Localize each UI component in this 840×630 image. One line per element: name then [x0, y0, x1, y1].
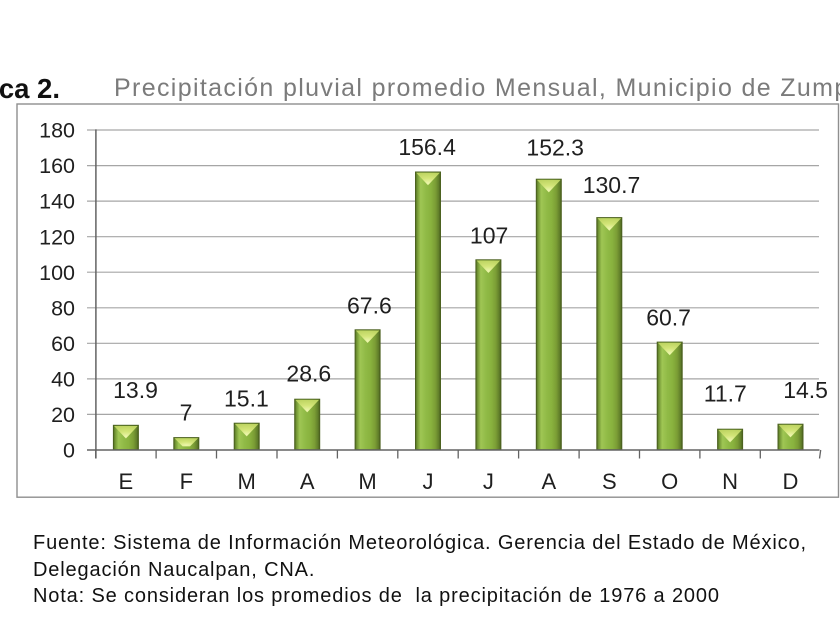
- svg-text:E: E: [119, 469, 134, 494]
- svg-text:28.6: 28.6: [286, 361, 331, 387]
- svg-text:N: N: [722, 469, 738, 494]
- svg-text:7: 7: [180, 400, 193, 426]
- svg-text:130.7: 130.7: [583, 172, 641, 198]
- svg-text:160: 160: [39, 154, 75, 178]
- svg-text:A: A: [300, 469, 315, 494]
- svg-text:60: 60: [51, 332, 75, 356]
- svg-text:15.1: 15.1: [224, 385, 269, 411]
- svg-text:14.5: 14.5: [783, 377, 828, 403]
- svg-text:0: 0: [63, 439, 75, 463]
- svg-text:80: 80: [51, 296, 75, 320]
- svg-text:F: F: [180, 469, 193, 494]
- svg-text:O: O: [661, 469, 678, 494]
- svg-text:J: J: [423, 469, 434, 494]
- svg-text:107: 107: [470, 223, 508, 249]
- svg-text:A: A: [541, 469, 556, 494]
- svg-text:M: M: [358, 469, 376, 494]
- svg-text:60.7: 60.7: [646, 305, 691, 331]
- svg-text:J: J: [483, 469, 494, 494]
- svg-text:S: S: [602, 469, 617, 494]
- svg-text:D: D: [783, 469, 799, 494]
- svg-text:156.4: 156.4: [398, 134, 456, 160]
- svg-text:M: M: [238, 469, 256, 494]
- svg-text:100: 100: [39, 261, 75, 285]
- svg-text:180: 180: [39, 119, 75, 143]
- svg-text:67.6: 67.6: [347, 293, 392, 319]
- svg-text:40: 40: [51, 368, 75, 392]
- svg-text:140: 140: [39, 190, 75, 214]
- svg-text:13.9: 13.9: [113, 377, 158, 403]
- svg-text:120: 120: [39, 225, 75, 249]
- svg-text:20: 20: [51, 403, 75, 427]
- svg-text:152.3: 152.3: [526, 134, 584, 160]
- svg-text:11.7: 11.7: [704, 381, 747, 407]
